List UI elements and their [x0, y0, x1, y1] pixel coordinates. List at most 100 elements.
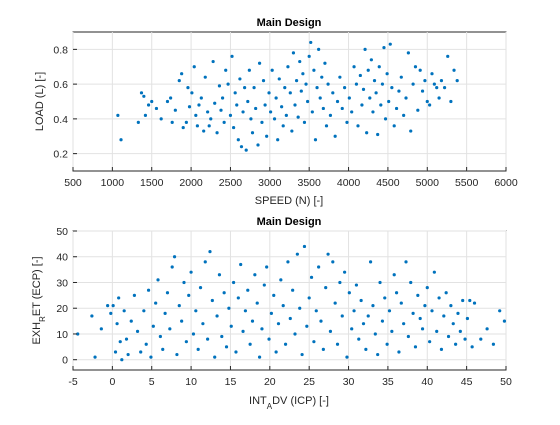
data-point: [286, 260, 290, 264]
data-point: [283, 342, 288, 346]
data-point: [366, 68, 370, 72]
x-tick-label: 25: [303, 376, 315, 388]
data-point: [119, 138, 123, 142]
data-point: [376, 352, 380, 357]
bottom-y-axis-label: EXHRET (ECP) [-]: [31, 256, 47, 344]
x-tick-label: 4000: [337, 177, 361, 189]
data-point: [165, 99, 170, 104]
data-point: [267, 91, 271, 95]
y-tick-label: 40: [56, 252, 68, 264]
data-point: [281, 304, 285, 308]
data-point: [399, 301, 403, 305]
data-point: [222, 291, 226, 295]
data-point: [255, 301, 259, 305]
data-point: [280, 105, 284, 109]
x-tick-label: 0: [109, 376, 115, 388]
data-point: [288, 91, 292, 95]
data-point: [126, 352, 130, 357]
data-point: [290, 129, 294, 133]
data-point: [173, 108, 177, 112]
top-data-points: [116, 40, 459, 152]
data-point: [274, 350, 278, 354]
x-tick-label: 5: [149, 376, 155, 388]
bottom-grid: [72, 230, 507, 370]
data-point: [380, 82, 384, 86]
data-point: [246, 99, 250, 104]
data-point: [498, 309, 502, 313]
data-point: [456, 311, 460, 315]
data-point: [366, 314, 370, 318]
data-point: [307, 296, 311, 300]
x-tick-label: 3000: [258, 177, 282, 189]
data-point: [293, 103, 297, 107]
data-point: [230, 54, 234, 58]
data-point: [296, 115, 300, 119]
data-point: [154, 106, 159, 111]
data-point: [449, 304, 453, 308]
x-tick-label: 15: [225, 376, 237, 388]
data-point: [267, 337, 271, 341]
bottom-x-axis-label: INTADV (ICP) [-]: [249, 395, 329, 411]
data-point: [206, 110, 210, 114]
data-point: [430, 72, 434, 76]
data-point: [324, 124, 329, 128]
data-point: [394, 106, 399, 111]
data-point: [420, 327, 425, 331]
data-point: [356, 124, 360, 128]
data-point: [379, 103, 383, 107]
top-scatter-plot: 500 1000 1500 2000 2500 3000 3500 4000 4500 5000 5…: [34, 17, 518, 207]
data-point: [146, 103, 151, 107]
data-point: [248, 342, 252, 346]
data-point: [302, 120, 307, 124]
data-point: [219, 108, 223, 112]
data-point: [236, 138, 240, 142]
data-point: [109, 311, 113, 315]
data-point: [402, 322, 406, 326]
data-point: [256, 143, 260, 147]
data-point: [232, 125, 236, 130]
data-point: [305, 324, 309, 328]
data-point: [369, 58, 373, 62]
data-point: [340, 106, 344, 111]
data-point: [295, 252, 299, 256]
data-point: [257, 355, 262, 359]
data-point: [253, 273, 257, 277]
data-point: [435, 86, 439, 90]
top-chart-title: Main Design: [257, 17, 322, 29]
data-point: [298, 306, 302, 310]
data-point: [446, 334, 451, 339]
data-point: [416, 293, 420, 297]
data-point: [234, 350, 238, 354]
data-point: [300, 352, 304, 357]
data-point: [220, 334, 224, 339]
data-point: [252, 86, 256, 90]
data-point: [274, 96, 278, 100]
data-point: [437, 96, 441, 100]
data-point: [347, 291, 351, 295]
data-point: [317, 47, 321, 51]
data-point: [279, 278, 283, 282]
data-point: [470, 345, 474, 349]
data-point: [190, 91, 194, 95]
data-point: [222, 120, 226, 124]
data-point: [211, 59, 215, 64]
data-point: [442, 314, 446, 318]
data-point: [428, 340, 432, 344]
data-point: [352, 309, 356, 313]
data-point: [196, 347, 200, 352]
data-point: [413, 65, 418, 69]
data-point: [187, 293, 191, 297]
data-point: [265, 265, 269, 269]
data-point: [442, 86, 447, 90]
data-point: [397, 89, 401, 93]
data-point: [254, 106, 258, 111]
data-point: [465, 316, 470, 321]
data-point: [139, 350, 143, 354]
data-point: [350, 110, 354, 114]
data-point: [213, 355, 217, 359]
data-point: [338, 280, 342, 285]
data-point: [213, 101, 217, 105]
data-point: [261, 79, 266, 83]
data-point: [418, 316, 422, 321]
data-point: [236, 296, 240, 300]
